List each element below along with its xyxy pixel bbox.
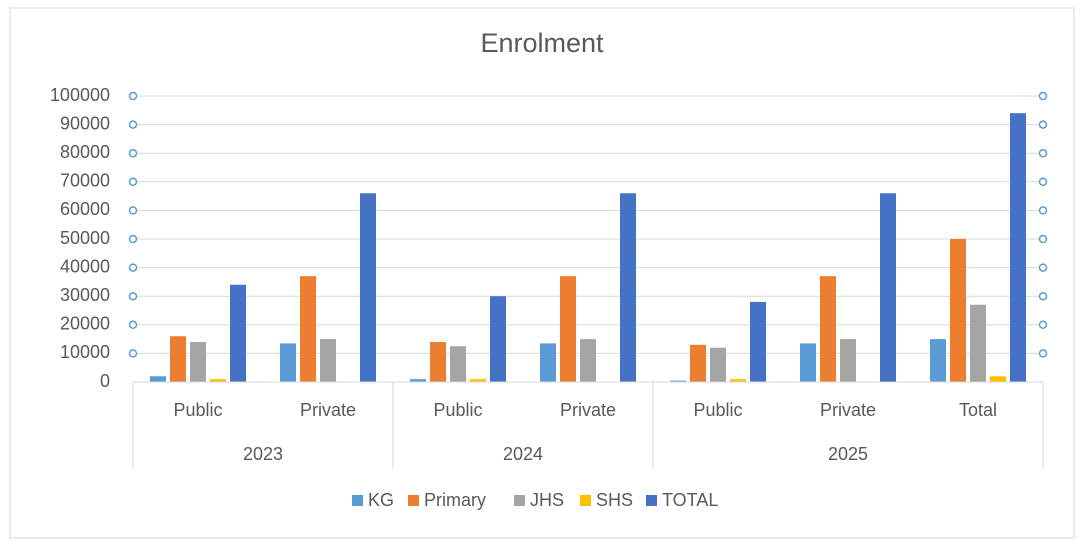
legend-swatch [514,495,525,506]
y-tick-label: 40000 [60,256,110,276]
tick-marker [128,148,138,158]
y-tick-label: 100000 [50,85,110,105]
bar [730,379,746,382]
y-tick-label: 70000 [60,171,110,191]
bar [280,343,296,382]
legend-label: Primary [424,490,486,510]
y-tick-label: 60000 [60,199,110,219]
tick-marker [128,206,138,215]
tick-marker [128,349,138,358]
y-tick-label: 20000 [60,314,110,334]
bar [190,341,206,382]
bar [210,379,226,382]
bar [840,339,856,382]
legend-swatch [580,495,591,506]
group-label: 2025 [828,444,868,464]
tick-marker [128,177,138,187]
bar [360,193,376,382]
tick-marker [128,263,138,272]
bar [170,336,186,382]
tick-marker [1038,120,1048,129]
tick-marker [1038,206,1048,215]
x-tick-label: Total [959,400,997,420]
tick-marker [1038,263,1048,272]
bar [300,276,316,382]
bar [560,276,576,382]
bar [880,193,896,382]
x-tick-label: Public [433,400,482,420]
tick-marker [1038,91,1048,101]
bar [820,276,836,382]
bar [490,296,506,382]
tick-marker [1038,148,1048,158]
y-tick-label: 30000 [60,285,110,305]
tick-marker [1038,291,1048,301]
bar [580,339,596,382]
bar [230,284,246,382]
bar [410,379,426,382]
y-tick-label: 90000 [60,113,110,133]
legend-swatch [408,495,419,506]
legend-label: TOTAL [662,490,718,510]
tick-marker [1038,177,1048,187]
tick-marker [128,291,138,301]
legend-label: JHS [530,490,564,510]
bar [670,380,686,382]
tick-marker [128,234,138,244]
bar [620,193,636,382]
bar [800,343,816,382]
y-tick-label: 0 [100,371,110,391]
y-tick-label: 80000 [60,142,110,162]
bar [950,239,966,382]
chart-title: Enrolment [480,28,604,58]
bar [710,347,726,382]
tick-marker [128,120,138,129]
bar [540,343,556,382]
legend-swatch [352,495,363,506]
tick-marker [1038,234,1048,244]
x-tick-label: Public [173,400,222,420]
legend-label: KG [368,490,394,510]
x-tick-label: Private [560,400,616,420]
bar [930,339,946,382]
tick-marker [128,320,138,330]
tick-marker [128,91,138,101]
legend-label: SHS [596,490,633,510]
bar [150,376,166,382]
bar [450,346,466,382]
y-tick-label: 10000 [60,342,110,362]
bar [430,341,446,382]
y-tick-label: 50000 [60,228,110,248]
bar [1010,113,1026,382]
tick-marker [1038,320,1048,330]
bar [990,376,1006,382]
bar [470,379,486,382]
group-label: 2024 [503,444,543,464]
x-tick-label: Private [820,400,876,420]
bar [750,301,766,382]
legend-swatch [646,495,657,506]
bar [690,344,706,382]
group-label: 2023 [243,444,283,464]
bar [970,304,986,382]
bar [320,339,336,382]
x-tick-label: Public [693,400,742,420]
x-tick-label: Private [300,400,356,420]
tick-marker [1038,349,1048,358]
